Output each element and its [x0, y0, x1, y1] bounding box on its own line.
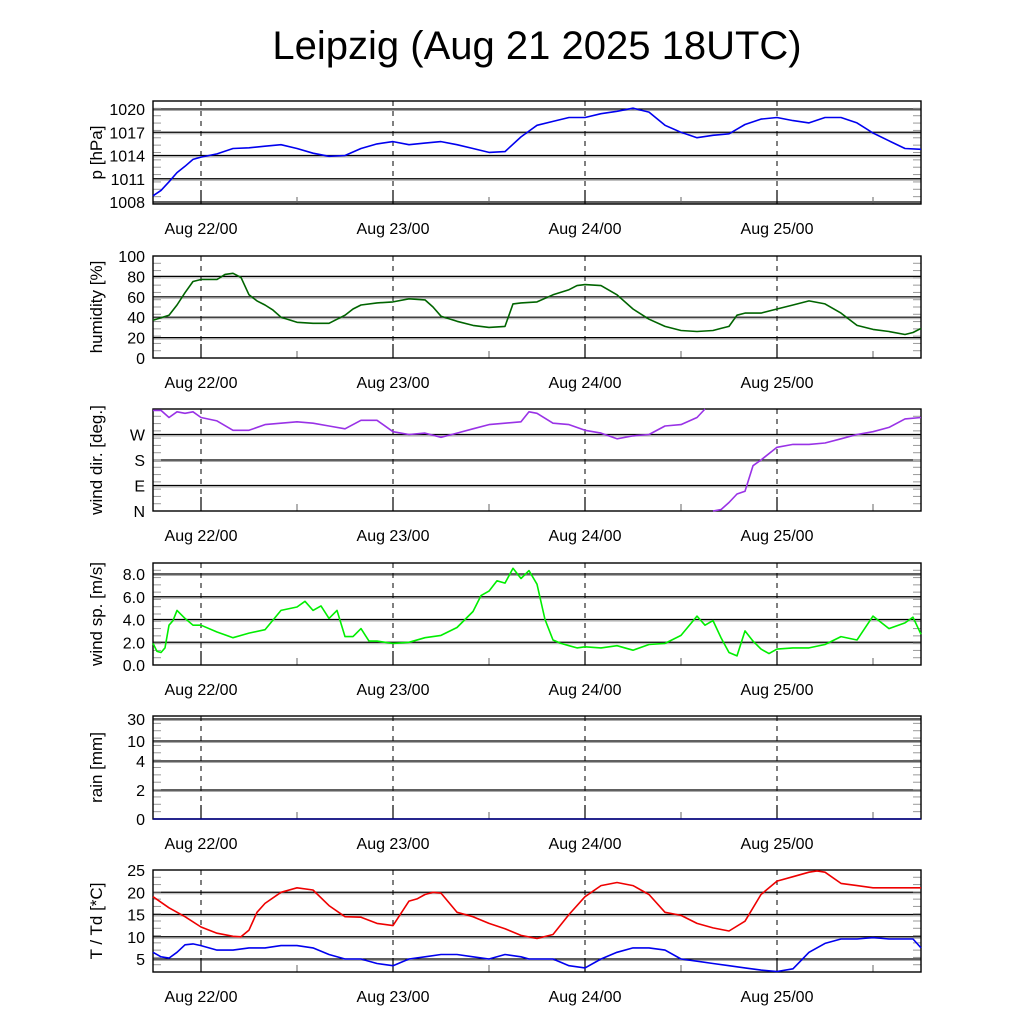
y-axis-label-temperature: T / Td [*C] [87, 883, 106, 960]
x-tick-label: Aug 23/00 [357, 836, 430, 853]
y-tick-label-pressure: 1011 [111, 172, 146, 189]
y-tick-label-temperature: 15 [127, 908, 145, 925]
series-line-pressure-p [152, 107, 922, 197]
x-tick-label: Aug 24/00 [549, 682, 622, 699]
panel-frame-wind_speed [152, 562, 922, 666]
y-tick-label-wind_direction: S [134, 453, 145, 470]
x-tick-label: Aug 22/00 [165, 836, 238, 853]
x-tick-label: Aug 22/00 [165, 375, 238, 392]
y-axis-label-humidity: humidity [%] [87, 261, 106, 354]
series-line-temperature-Td [152, 936, 922, 973]
y-tick-label-rain: 0 [136, 812, 145, 829]
series-line-wind_speed-ff [152, 567, 922, 657]
x-tick-label: Aug 23/00 [357, 989, 430, 1006]
y-tick-label-pressure: 1014 [109, 149, 145, 166]
y-axis-label-rain: rain [mm] [87, 732, 106, 803]
y-tick-label-rain: 4 [136, 754, 145, 771]
y-tick-label-humidity: 80 [127, 269, 145, 286]
panel-frame-pressure [152, 100, 922, 205]
y-tick-label-pressure: 1008 [109, 195, 145, 212]
y-tick-label-rain: 10 [127, 734, 145, 751]
x-tick-label: Aug 24/00 [549, 836, 622, 853]
x-tick-label: Aug 24/00 [549, 989, 622, 1006]
x-tick-label: Aug 22/00 [165, 989, 238, 1006]
y-tick-label-humidity: 20 [127, 331, 145, 348]
x-tick-label: Aug 22/00 [165, 528, 238, 545]
x-tick-label: Aug 25/00 [741, 375, 814, 392]
x-tick-label: Aug 25/00 [741, 836, 814, 853]
y-tick-label-temperature: 20 [127, 885, 145, 902]
y-axis-label-pressure: p [hPa] [87, 126, 106, 180]
y-tick-label-humidity: 40 [127, 310, 145, 327]
y-tick-label-wind_speed: 0.0 [123, 658, 145, 675]
y-tick-label-rain: 2 [136, 783, 145, 800]
chart-title: Leipzig (Aug 21 2025 18UTC) [272, 24, 802, 68]
x-tick-label: Aug 25/00 [741, 528, 814, 545]
x-tick-label: Aug 23/00 [357, 221, 430, 238]
y-tick-label-pressure: 1017 [109, 125, 145, 142]
x-tick-label: Aug 24/00 [549, 375, 622, 392]
y-tick-label-wind_speed: 4.0 [123, 613, 145, 630]
y-tick-label-pressure: 1020 [109, 102, 145, 119]
x-tick-label: Aug 23/00 [357, 528, 430, 545]
y-tick-label-temperature: 10 [127, 930, 145, 947]
y-tick-label-temperature: 5 [136, 952, 145, 969]
x-tick-label: Aug 25/00 [741, 682, 814, 699]
y-axis-label-wind_direction: wind dir. [deg.] [87, 405, 106, 516]
x-tick-label: Aug 23/00 [357, 375, 430, 392]
y-axis-label-wind_speed: wind sp. [m/s] [87, 562, 106, 667]
x-tick-label: Aug 24/00 [549, 221, 622, 238]
panel-frame-humidity [152, 255, 922, 359]
x-tick-label: Aug 22/00 [165, 682, 238, 699]
x-tick-label: Aug 22/00 [165, 221, 238, 238]
x-tick-label: Aug 25/00 [741, 221, 814, 238]
y-tick-label-temperature: 25 [127, 863, 145, 880]
y-tick-label-humidity: 100 [118, 249, 145, 266]
x-tick-label: Aug 25/00 [741, 989, 814, 1006]
panel-frame-rain [152, 715, 922, 820]
y-tick-label-rain: 30 [127, 712, 145, 729]
y-tick-label-wind_speed: 8.0 [123, 567, 145, 584]
series-line-humidity-RH [152, 272, 922, 336]
y-tick-label-wind_direction: E [134, 479, 145, 496]
x-tick-label: Aug 24/00 [549, 528, 622, 545]
y-tick-label-wind_speed: 2.0 [123, 635, 145, 652]
y-tick-label-wind_direction: W [130, 428, 146, 445]
x-tick-label: Aug 23/00 [357, 682, 430, 699]
y-tick-label-humidity: 60 [127, 290, 145, 307]
y-tick-label-wind_direction: N [133, 504, 145, 521]
y-tick-label-humidity: 0 [136, 351, 145, 368]
panel-frame-wind_direction [152, 408, 922, 512]
panel-frame-temperature [152, 869, 922, 973]
y-tick-label-wind_speed: 6.0 [123, 590, 145, 607]
series-line-wind_direction-dd [153, 408, 706, 440]
series-line-wind_direction-dd_wrapped [712, 416, 922, 512]
series-line-temperature-T [152, 870, 921, 940]
